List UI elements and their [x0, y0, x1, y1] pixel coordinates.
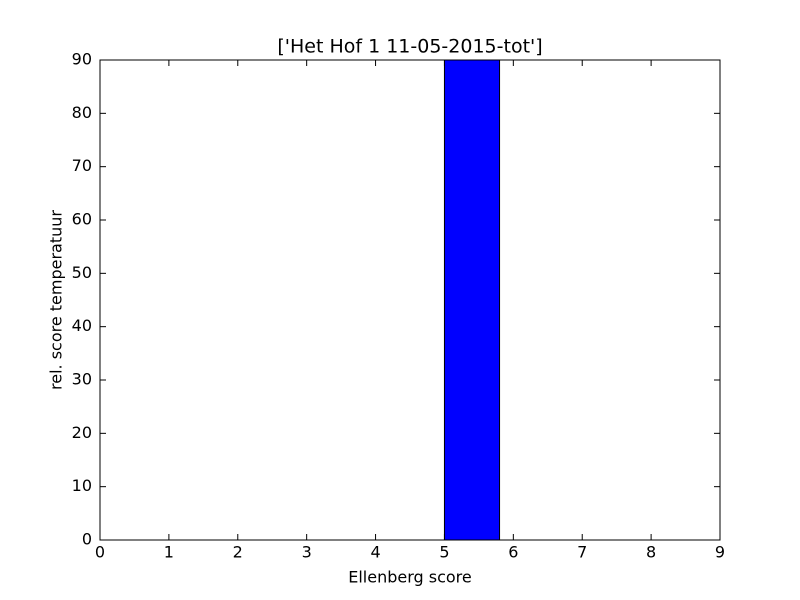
- chart-title: ['Het Hof 1 11-05-2015-tot']: [277, 36, 542, 58]
- x-tick-label: 6: [508, 543, 518, 562]
- y-axis-label: rel. score temperatuur: [47, 210, 66, 390]
- x-tick-label: 7: [577, 543, 587, 562]
- plot-frame: [99, 59, 721, 541]
- y-tick-label: 50: [72, 263, 92, 282]
- y-tick-label: 40: [72, 316, 92, 335]
- y-tick-label: 90: [72, 50, 92, 69]
- y-tick-label: 70: [72, 156, 92, 175]
- y-tick-label: 0: [82, 530, 92, 549]
- x-tick-label: 2: [233, 543, 243, 562]
- x-axis-label: Ellenberg score: [348, 568, 472, 587]
- y-tick-label: 20: [72, 423, 92, 442]
- y-tick-label: 10: [72, 476, 92, 495]
- y-tick-label: 60: [72, 210, 92, 229]
- bars: [443, 60, 501, 540]
- x-tick-label: 1: [164, 543, 174, 562]
- x-tick-label: 0: [95, 543, 105, 562]
- x-tick-label: 4: [370, 543, 380, 562]
- y-tick-label: 80: [72, 103, 92, 122]
- x-tick-label: 5: [439, 543, 449, 562]
- x-tick-label: 8: [646, 543, 656, 562]
- y-tick-label: 30: [72, 370, 92, 389]
- x-tick-label: 9: [715, 543, 725, 562]
- bar: [443, 60, 501, 540]
- x-tick-label: 3: [302, 543, 312, 562]
